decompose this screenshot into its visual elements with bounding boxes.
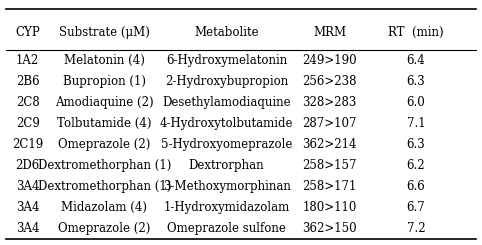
Text: Substrate (μM): Substrate (μM) (59, 26, 150, 39)
Text: 6.3: 6.3 (406, 138, 425, 151)
Text: Omeprazole sulfone: Omeprazole sulfone (167, 222, 286, 235)
Text: 7.1: 7.1 (407, 117, 425, 130)
Text: 6.7: 6.7 (406, 201, 425, 214)
Text: 3-Methoxymorphinan: 3-Methoxymorphinan (163, 180, 291, 193)
Text: 6.3: 6.3 (406, 75, 425, 88)
Text: Dextrorphan: Dextrorphan (189, 159, 265, 172)
Text: Bupropion (1): Bupropion (1) (63, 75, 146, 88)
Text: MRM: MRM (313, 26, 346, 39)
Text: RT  (min): RT (min) (388, 26, 444, 39)
Text: 6-Hydroxymelatonin: 6-Hydroxymelatonin (166, 54, 287, 67)
Text: 287>107: 287>107 (302, 117, 357, 130)
Text: Dextromethorphan (1): Dextromethorphan (1) (38, 180, 171, 193)
Text: CYP: CYP (15, 26, 40, 39)
Text: 249>190: 249>190 (302, 54, 357, 67)
Text: 2-Hydroxybupropion: 2-Hydroxybupropion (165, 75, 288, 88)
Text: 2D6: 2D6 (15, 159, 40, 172)
Text: 6.4: 6.4 (406, 54, 425, 67)
Text: 7.2: 7.2 (407, 222, 425, 235)
Text: Metabolite: Metabolite (194, 26, 259, 39)
Text: 258>157: 258>157 (302, 159, 357, 172)
Text: 6.6: 6.6 (406, 180, 425, 193)
Text: 1A2: 1A2 (16, 54, 40, 67)
Text: 2C19: 2C19 (12, 138, 43, 151)
Text: 6.0: 6.0 (406, 96, 425, 109)
Text: 328>283: 328>283 (303, 96, 357, 109)
Text: 4-Hydroxytolbutamide: 4-Hydroxytolbutamide (160, 117, 294, 130)
Text: 6.2: 6.2 (407, 159, 425, 172)
Text: Tolbutamide (4): Tolbutamide (4) (57, 117, 152, 130)
Text: 3A4: 3A4 (16, 222, 40, 235)
Text: Omeprazole (2): Omeprazole (2) (58, 138, 150, 151)
Text: 362>214: 362>214 (302, 138, 357, 151)
Text: 1-Hydroxymidazolam: 1-Hydroxymidazolam (163, 201, 290, 214)
Text: 2B6: 2B6 (16, 75, 40, 88)
Text: Dextromethorphan (1): Dextromethorphan (1) (38, 159, 171, 172)
Text: 258>171: 258>171 (303, 180, 357, 193)
Text: 256>238: 256>238 (302, 75, 357, 88)
Text: Desethylamodiaquine: Desethylamodiaquine (162, 96, 291, 109)
Text: Omeprazole (2): Omeprazole (2) (58, 222, 150, 235)
Text: Midazolam (4): Midazolam (4) (61, 201, 147, 214)
Text: 3A4: 3A4 (16, 180, 40, 193)
Text: 3A4: 3A4 (16, 201, 40, 214)
Text: Amodiaquine (2): Amodiaquine (2) (55, 96, 154, 109)
Text: Melatonin (4): Melatonin (4) (64, 54, 145, 67)
Text: 2C9: 2C9 (16, 117, 40, 130)
Text: 2C8: 2C8 (16, 96, 40, 109)
Text: 5-Hydroxyomeprazole: 5-Hydroxyomeprazole (161, 138, 292, 151)
Text: 180>110: 180>110 (303, 201, 357, 214)
Text: 362>150: 362>150 (302, 222, 357, 235)
